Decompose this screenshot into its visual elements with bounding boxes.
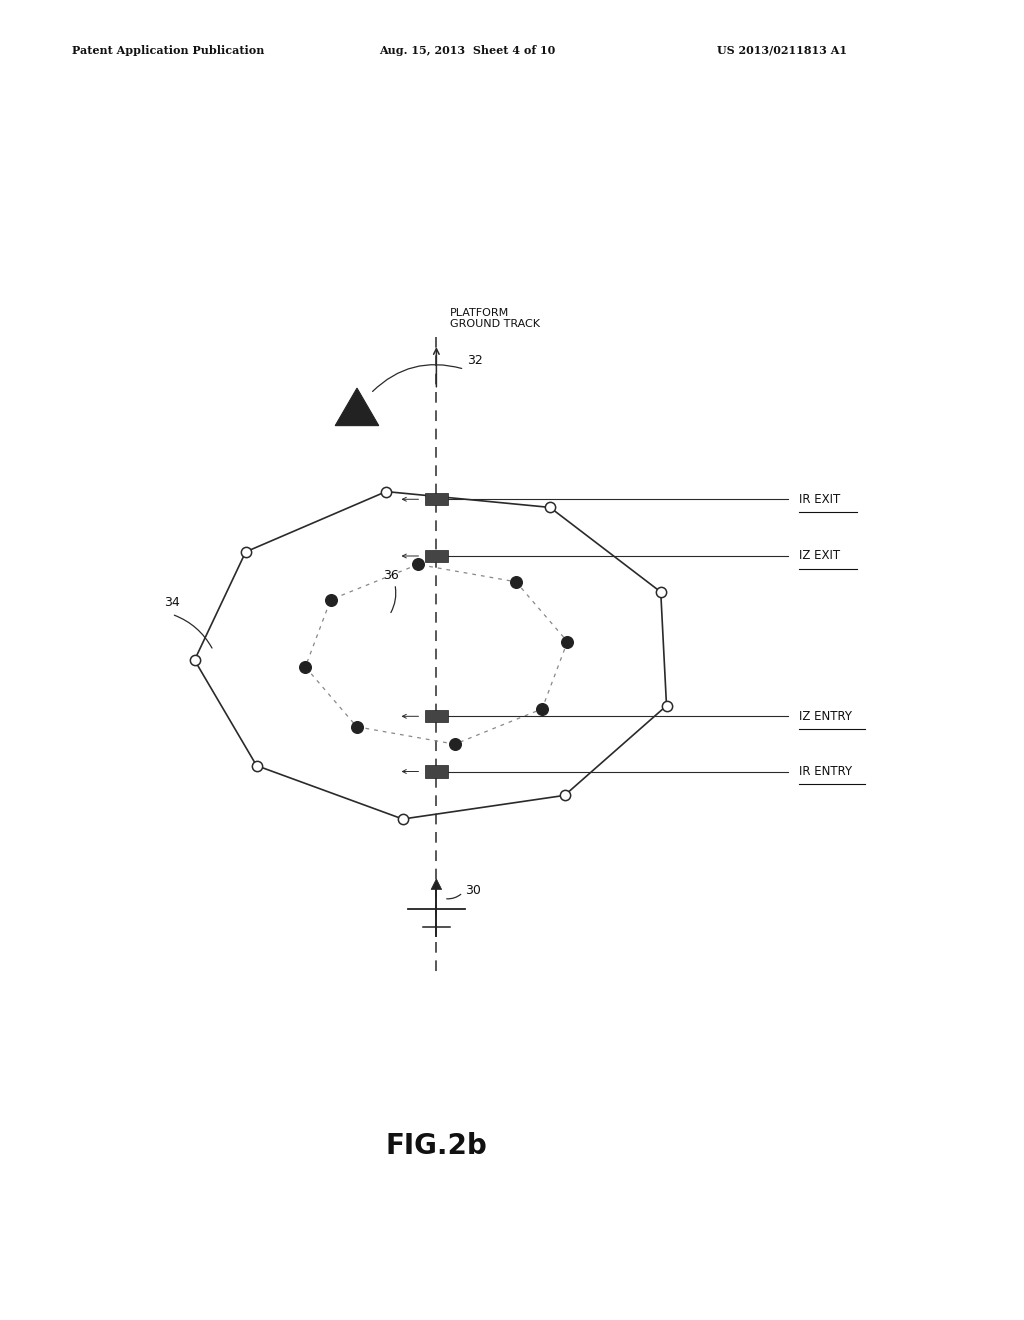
Point [348,717,365,738]
Text: IZ EXIT: IZ EXIT [800,549,841,562]
Text: IR ENTRY: IR ENTRY [800,766,852,777]
Point [559,631,575,652]
Text: IZ ENTRY: IZ ENTRY [800,710,852,723]
Point [378,480,394,502]
Text: Aug. 15, 2013  Sheet 4 of 10: Aug. 15, 2013 Sheet 4 of 10 [379,45,555,55]
Point [249,755,265,776]
Text: Patent Application Publication: Patent Application Publication [72,45,264,55]
Text: US 2013/0211813 A1: US 2013/0211813 A1 [717,45,847,55]
FancyBboxPatch shape [425,766,447,777]
Point [556,785,572,807]
Polygon shape [431,879,441,890]
Point [652,581,669,602]
Point [186,649,203,671]
Text: IR EXIT: IR EXIT [800,492,841,506]
Text: 32: 32 [467,354,482,367]
Point [542,496,558,517]
Point [410,554,426,576]
Point [446,734,463,755]
Text: 34: 34 [164,595,180,609]
Text: FIG.2b: FIG.2b [385,1131,487,1160]
Text: 36: 36 [383,569,399,582]
FancyBboxPatch shape [425,710,447,722]
Point [394,808,411,829]
Point [238,541,254,562]
Point [323,589,339,610]
Point [297,656,313,677]
Text: PLATFORM
GROUND TRACK: PLATFORM GROUND TRACK [450,308,540,329]
Point [658,696,675,717]
Polygon shape [335,388,379,425]
Point [534,698,550,719]
FancyBboxPatch shape [425,494,447,506]
FancyBboxPatch shape [425,550,447,562]
Text: 30: 30 [465,884,481,898]
Point [508,572,524,593]
